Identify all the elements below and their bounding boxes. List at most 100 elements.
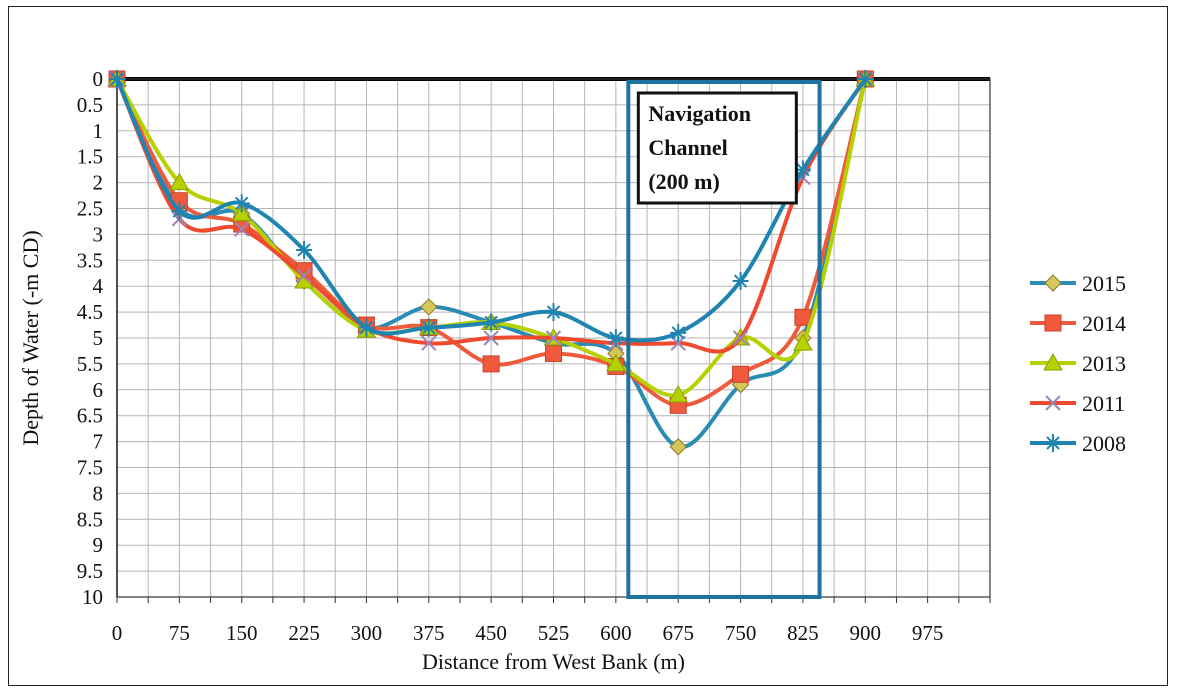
legend-item-2015: 2015 (1030, 271, 1126, 296)
asterisk-stroke (546, 305, 561, 319)
asterisk-stroke (359, 320, 374, 335)
x-tick-label: 525 (538, 621, 570, 645)
asterisk-stroke (172, 204, 187, 218)
data-point-2013 (668, 384, 689, 403)
y-tick-label: 5.5 (77, 352, 103, 376)
y-tick-label: 5 (93, 326, 104, 350)
y-tick-label: 0.5 (77, 93, 103, 117)
y-tick-label: 10 (82, 585, 103, 609)
x-marker-stroke (1045, 395, 1061, 411)
legend-marker (1044, 314, 1062, 332)
x-tick-label: 375 (413, 621, 445, 645)
asterisk-stroke (1046, 436, 1060, 450)
x-marker-stroke (421, 335, 437, 351)
x-tick-labels: 0 75 150 225 300 375 450 525 600 675 750 825 900 975 (112, 621, 944, 645)
asterisk-stroke (422, 320, 436, 335)
series-2008 (109, 70, 874, 347)
asterisk-stroke (796, 162, 810, 177)
data-point-2013 (169, 172, 190, 191)
data-point-2015 (420, 298, 438, 316)
y-tick-label: 7.5 (77, 456, 103, 480)
data-point-2008 (857, 70, 874, 88)
x-tick-label: 825 (787, 621, 819, 645)
x-tick-label: 300 (351, 621, 383, 645)
data-point-2008 (420, 318, 437, 337)
asterisk-stroke (609, 331, 623, 345)
x-marker-stroke (732, 330, 749, 346)
data-point-2013 (793, 333, 813, 351)
asterisk-stroke (733, 274, 748, 288)
x-tick-label: 150 (226, 621, 258, 645)
data-point-2008 (171, 202, 188, 221)
legend-item-2014: 2014 (1030, 311, 1126, 336)
data-point-2008 (109, 70, 125, 88)
y-tick-label: 8.5 (77, 507, 103, 531)
legend-label: 2013 (1082, 351, 1126, 376)
x-tick-label: 0 (112, 621, 123, 645)
x-tick-label: 75 (169, 621, 190, 645)
asterisk-stroke (297, 243, 311, 257)
legend-item-2008: 2008 (1030, 431, 1126, 456)
asterisk-stroke (110, 72, 124, 86)
x-tick-label: 600 (600, 621, 632, 645)
data-point-2013 (231, 203, 252, 222)
y-tick-labels: 00.511.522.533.544.555.566.577.588.599.5… (77, 67, 104, 609)
legend-item-2011: 2011 (1030, 391, 1125, 416)
legend-marker (1043, 352, 1063, 371)
legend-item-2013: 2013 (1030, 351, 1126, 376)
navigation-channel-annotation: Navigation Channel (200 m) (626, 80, 822, 599)
asterisk-stroke (235, 196, 249, 211)
y-tick-label: 1 (93, 119, 104, 143)
y-tick-label: 6 (93, 378, 104, 402)
asterisk-stroke (858, 72, 872, 86)
y-tick-label: 7 (93, 430, 104, 454)
x-tick-label: 975 (912, 621, 944, 645)
legend-marker (1045, 395, 1061, 411)
plot-area-border (116, 78, 991, 598)
data-point-2011 (234, 221, 250, 237)
data-point-2008 (732, 272, 749, 291)
data-point-2013 (606, 353, 626, 372)
data-point-2008 (670, 323, 687, 342)
data-point-2014 (545, 345, 562, 363)
legend-label: 2011 (1082, 391, 1125, 416)
channel-label-line-3: (200 m) (648, 169, 719, 194)
x-marker-stroke (545, 330, 562, 346)
navigation-channel-label-box (636, 91, 798, 205)
legend-label: 2014 (1082, 311, 1126, 336)
data-point-2011 (296, 268, 312, 284)
channel-label-line-1: Navigation (648, 101, 751, 126)
y-tick-label: 2.5 (77, 197, 103, 221)
x-marker-stroke (234, 221, 250, 237)
asterisk-stroke (671, 326, 685, 340)
y-tick-label: 9.5 (77, 559, 103, 583)
legend-marker (1045, 434, 1061, 452)
data-point-2011 (483, 330, 499, 346)
data-point-2014 (482, 355, 500, 373)
x-tick-label: 900 (850, 621, 882, 645)
legend-label: 2015 (1082, 271, 1126, 296)
y-axis-title: Depth of Water (-m CD) (18, 230, 43, 445)
x-tick-label: 675 (662, 621, 694, 645)
y-tick-label: 6.5 (77, 404, 103, 428)
navigation-channel-box (626, 80, 822, 599)
x-tick-label: 225 (288, 621, 320, 645)
y-tick-label: 2 (93, 171, 104, 195)
data-point-2011 (545, 330, 562, 346)
series-lines (107, 68, 876, 456)
data-point-2011 (421, 335, 437, 351)
legend-label: 2008 (1082, 431, 1126, 456)
y-tick-label: 0 (93, 67, 104, 91)
channel-label-line-2: Channel (648, 135, 727, 160)
data-point-2015 (669, 438, 687, 456)
data-point-2014 (732, 365, 750, 383)
chart-frame (8, 6, 1168, 686)
legend: 2015 2014 2013 2011 2008 (1030, 271, 1126, 456)
x-marker-stroke (483, 330, 499, 346)
y-tick-label: 1.5 (77, 145, 103, 169)
x-tick-label: 450 (475, 621, 507, 645)
data-point-2008 (233, 194, 250, 213)
data-point-2008 (607, 329, 624, 347)
y-tick-label: 4 (93, 274, 104, 298)
